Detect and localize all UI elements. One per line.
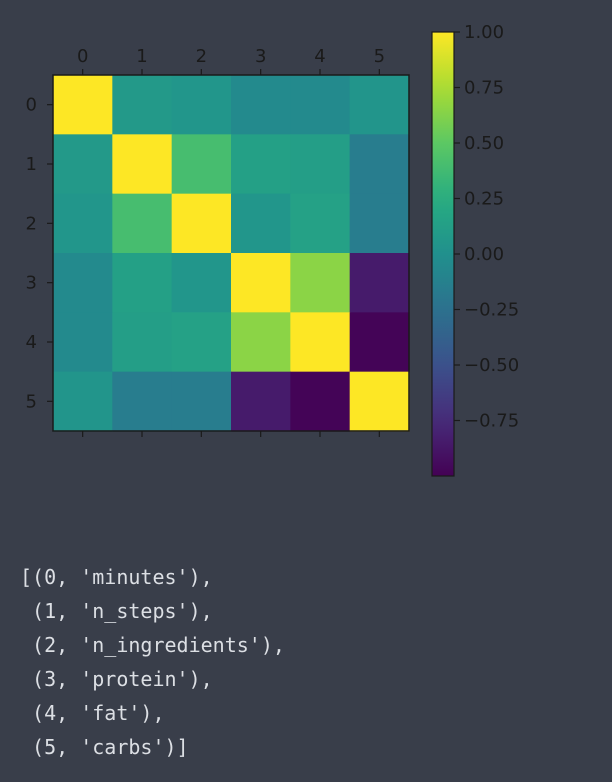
heatmap-cell-1-5 (349, 134, 410, 195)
y-tick-label: 2 (26, 213, 37, 234)
heatmap-cell-4-5 (349, 312, 410, 373)
heatmap-cell-3-2 (171, 253, 232, 313)
colorbar-tick-label: −0.50 (464, 355, 519, 376)
heatmap-cell-2-2 (171, 193, 232, 254)
output-line: (1, 'n_steps'), (20, 599, 213, 623)
heatmap-cell-2-5 (349, 193, 410, 254)
output-line: (4, 'fat'), (20, 701, 165, 725)
heatmap-cell-4-0 (53, 312, 113, 373)
heatmap-cell-4-1 (112, 312, 173, 373)
colorbar-tick-label: 0.25 (464, 189, 504, 210)
colorbar (431, 31, 455, 477)
heatmap-cell-1-4 (290, 134, 351, 195)
heatmap-cell-1-2 (171, 134, 232, 195)
heatmap-cell-2-3 (231, 193, 291, 254)
heatmap-cell-0-5 (349, 75, 410, 135)
heatmap-cell-3-4 (290, 253, 351, 313)
heatmap-cell-3-0 (53, 253, 113, 313)
heatmap-cell-1-3 (231, 134, 291, 195)
heatmap-cell-4-4 (290, 312, 351, 373)
heatmap-cell-5-1 (112, 371, 173, 432)
heatmap-cell-3-3 (231, 253, 291, 313)
colorbar-tick-label: −0.25 (464, 300, 519, 321)
heatmap-frame (52, 74, 410, 432)
x-tick-label: 5 (374, 46, 385, 67)
heatmap-cell-0-4 (290, 75, 351, 135)
y-tick-label: 5 (26, 391, 37, 412)
correlation-heatmap-figure: 0 1 2 3 4 5 0 1 2 3 4 5 1.00 0.75 0.50 0.25 0.00 −0.25 −… (26, 22, 519, 477)
colorbar-ticks: 1.00 0.75 0.50 0.25 0.00 −0.25 −0.50 −0.75 (454, 22, 519, 432)
heatmap-cell-5-5 (349, 371, 410, 432)
heatmap-cells (53, 75, 410, 432)
heatmap-cell-0-0 (53, 75, 113, 135)
y-tick-label: 4 (26, 332, 37, 353)
heatmap-cell-2-0 (53, 193, 113, 254)
y-tick-label: 0 (26, 95, 37, 116)
heatmap-cell-5-0 (53, 371, 113, 432)
heatmap-cell-4-3 (231, 312, 291, 373)
x-tick-label: 1 (136, 46, 147, 67)
heatmap-cell-2-1 (112, 193, 173, 254)
colorbar-tick-label: −0.75 (464, 411, 519, 432)
colorbar-tick-label: 0.50 (464, 133, 504, 154)
heatmap-cell-5-4 (290, 371, 351, 432)
colorbar-tick-label: 0.75 (464, 78, 504, 99)
y-axis-ticks: 0 1 2 3 4 5 (26, 95, 53, 412)
heatmap-cell-2-4 (290, 193, 351, 254)
heatmap-cell-0-2 (171, 75, 232, 135)
heatmap-cell-3-1 (112, 253, 173, 313)
output-line: [(0, 'minutes'), (20, 565, 213, 589)
colorbar-tick-label: 0.00 (464, 244, 504, 265)
colorbar-tick-label: 1.00 (464, 22, 504, 43)
heatmap-cell-0-3 (231, 75, 291, 135)
heatmap-cell-3-5 (349, 253, 410, 313)
output-line: (3, 'protein'), (20, 667, 213, 691)
x-tick-label: 2 (196, 46, 207, 67)
heatmap-cell-1-0 (53, 134, 113, 195)
y-tick-label: 1 (26, 154, 37, 175)
output-line: (5, 'carbs')] (20, 735, 189, 759)
x-axis-ticks: 0 1 2 3 4 5 (77, 46, 385, 437)
heatmap-cell-5-3 (231, 371, 291, 432)
heatmap-cell-0-1 (112, 75, 173, 135)
heatmap-cell-4-2 (171, 312, 232, 373)
cell-output: [(0, 'minutes'), (1, 'n_steps'), (2, 'n_… (20, 560, 285, 764)
x-tick-label: 0 (77, 46, 88, 67)
x-tick-label: 4 (314, 46, 325, 67)
output-line: (2, 'n_ingredients'), (20, 633, 285, 657)
y-tick-label: 3 (26, 273, 37, 294)
heatmap-cell-1-1 (112, 134, 173, 195)
x-tick-label: 3 (255, 46, 266, 67)
heatmap-cell-5-2 (171, 371, 232, 432)
